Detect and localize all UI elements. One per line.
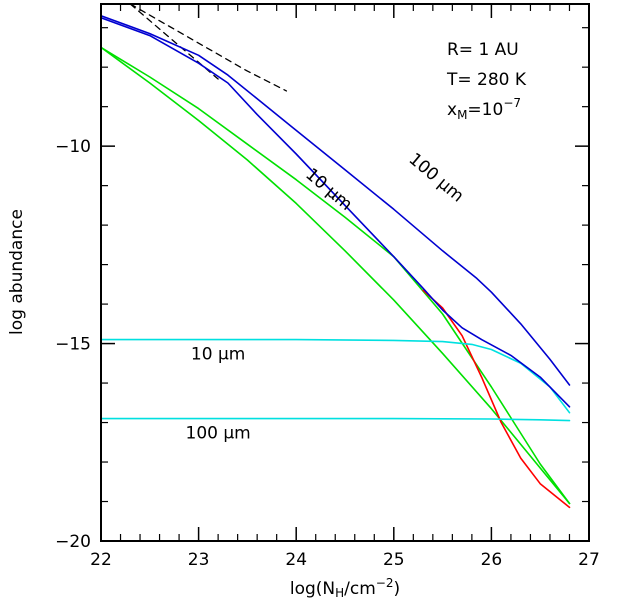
y-tick-label: −15 xyxy=(55,335,91,355)
curve-label-2: 10 μm xyxy=(191,344,245,364)
curve-label-3: 100 μm xyxy=(186,423,251,443)
x-tick-label: 22 xyxy=(90,550,112,570)
y-tick-label: −10 xyxy=(55,137,91,157)
series-line-1 xyxy=(129,4,288,92)
y-axis-label: log abundance xyxy=(7,209,27,335)
series-line-2 xyxy=(101,46,571,505)
param-radius: R= 1 AU xyxy=(447,40,519,60)
series-line-3 xyxy=(101,46,571,505)
axis-ticks: 22 23 24 25 26 27 −10 −15 −20 xyxy=(55,4,600,570)
series-line-5 xyxy=(101,338,571,414)
curve-label-1: 100 μm xyxy=(405,149,468,206)
parameter-box: R= 1 AU T= 280 K xM=10−7 xyxy=(446,40,527,122)
param-temperature: T= 280 K xyxy=(446,70,527,90)
chart-marks xyxy=(101,4,571,509)
series-line-7 xyxy=(101,15,571,386)
y-tick-label: −20 xyxy=(55,532,91,552)
series-line-8 xyxy=(101,17,571,408)
x-axis-label: log(NH/cm−2) xyxy=(290,576,400,600)
param-abundance: xM=10−7 xyxy=(447,96,521,122)
x-tick-label: 27 xyxy=(578,550,600,570)
series-line-6 xyxy=(101,417,571,422)
x-tick-label: 25 xyxy=(383,550,405,570)
x-tick-label: 24 xyxy=(285,550,307,570)
plot-frame xyxy=(100,3,590,542)
series-line-0 xyxy=(129,4,219,80)
x-tick-label: 23 xyxy=(188,550,210,570)
x-tick-label: 26 xyxy=(481,550,503,570)
